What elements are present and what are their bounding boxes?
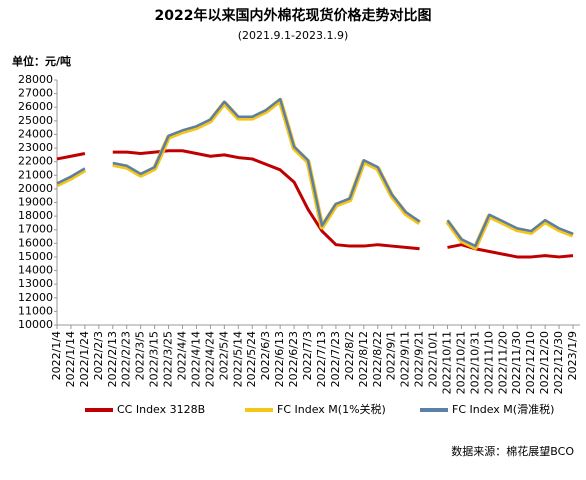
y-tick-label: 11000 bbox=[18, 304, 53, 317]
x-tick-label: 2022/6/13 bbox=[273, 331, 286, 387]
y-tick-label: 20000 bbox=[18, 182, 53, 195]
x-tick-label: 2022/7/3 bbox=[301, 331, 314, 380]
x-tick-label: 2022/10/11 bbox=[440, 331, 453, 394]
y-tick-label: 22000 bbox=[18, 155, 53, 168]
x-tick-label: 2022/7/13 bbox=[315, 331, 328, 387]
x-tick-label: 2022/3/25 bbox=[162, 331, 175, 387]
y-tick-label: 24000 bbox=[18, 127, 53, 140]
series-line bbox=[112, 97, 421, 227]
x-tick-label: 2022/11/30 bbox=[510, 331, 523, 394]
x-tick-label: 2023/1/9 bbox=[566, 331, 579, 380]
chart-subtitle: (2021.9.1-2023.1.9) bbox=[238, 29, 349, 42]
y-tick-label: 12000 bbox=[18, 291, 53, 304]
x-tick-label: 2022/1/24 bbox=[78, 331, 91, 387]
x-tick-label: 2022/5/24 bbox=[245, 331, 258, 387]
x-tick-label: 2022/4/14 bbox=[189, 331, 202, 387]
y-tick-label: 26000 bbox=[18, 100, 53, 113]
x-tick-label: 2022/8/12 bbox=[357, 331, 370, 387]
x-tick-label: 2022/6/3 bbox=[259, 331, 272, 380]
x-tick-label: 2022/8/2 bbox=[343, 331, 356, 380]
y-tick-label: 10000 bbox=[18, 318, 53, 331]
y-tick-label: 14000 bbox=[18, 264, 53, 277]
x-tick-label: 2022/7/23 bbox=[329, 331, 342, 387]
y-tick-label: 28000 bbox=[18, 73, 53, 86]
x-tick-label: 2022/3/15 bbox=[148, 331, 161, 387]
x-tick-label: 2022/10/31 bbox=[468, 331, 481, 394]
chart-title: 2022年以来国内外棉花现货价格走势对比图 bbox=[155, 7, 432, 24]
source: 数据来源：棉花展望BCO bbox=[451, 444, 574, 458]
legend-label: FC Index M(1%关税) bbox=[277, 402, 386, 416]
x-tick-label: 2022/5/14 bbox=[231, 331, 244, 387]
x-tick-label: 2022/10/1 bbox=[427, 331, 440, 387]
legend-label: CC Index 3128B bbox=[117, 403, 205, 416]
x-tick-label: 2022/5/4 bbox=[217, 331, 230, 380]
x-tick-label: 2022/11/10 bbox=[482, 331, 495, 394]
x-tick-label: 2022/12/30 bbox=[552, 331, 565, 394]
y-tick-label: 21000 bbox=[18, 168, 53, 181]
x-tick-label: 2022/2/23 bbox=[120, 331, 133, 387]
y-tick-label: 18000 bbox=[18, 209, 53, 222]
legend-label: FC Index M(滑准税) bbox=[452, 402, 554, 416]
x-tick-label: 2022/9/21 bbox=[413, 331, 426, 387]
y-tick-label: 25000 bbox=[18, 114, 53, 127]
series-line bbox=[56, 152, 86, 161]
y-tick-label: 15000 bbox=[18, 250, 53, 263]
x-tick-label: 2022/12/20 bbox=[538, 331, 551, 394]
x-tick-label: 2022/9/11 bbox=[399, 331, 412, 387]
x-tick-label: 2022/3/5 bbox=[134, 331, 147, 380]
x-tick-label: 2022/4/24 bbox=[203, 331, 216, 387]
x-tick-label: 2022/8/22 bbox=[371, 331, 384, 387]
y-tick-label: 17000 bbox=[18, 223, 53, 236]
x-tick-label: 2022/9/1 bbox=[385, 331, 398, 380]
unit-label: 单位：元/吨 bbox=[12, 54, 71, 68]
x-tick-label: 2022/10/21 bbox=[454, 331, 467, 394]
y-tick-label: 27000 bbox=[18, 87, 53, 100]
y-tick-label: 23000 bbox=[18, 141, 53, 154]
y-tick-label: 19000 bbox=[18, 196, 53, 209]
series-line bbox=[447, 243, 574, 259]
x-tick-label: 2022/2/13 bbox=[106, 331, 119, 387]
series-line bbox=[56, 167, 86, 185]
x-tick-label: 2022/11/20 bbox=[496, 331, 509, 394]
x-tick-label: 2022/6/23 bbox=[287, 331, 300, 387]
x-tick-label: 2022/2/3 bbox=[92, 331, 105, 380]
x-tick-label: 2022/1/14 bbox=[64, 331, 77, 387]
y-tick-label: 16000 bbox=[18, 236, 53, 249]
y-tick-label: 13000 bbox=[18, 277, 53, 290]
x-tick-label: 2022/12/10 bbox=[524, 331, 537, 394]
x-tick-label: 2022/4/4 bbox=[176, 331, 189, 380]
series-line bbox=[446, 213, 574, 248]
x-tick-label: 2022/1/4 bbox=[50, 331, 63, 380]
